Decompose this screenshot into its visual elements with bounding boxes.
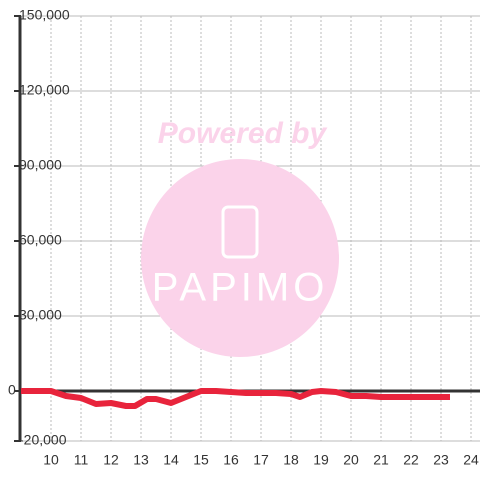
x-tick-label: 19 (313, 452, 329, 468)
line-series (21, 388, 450, 409)
y-tick-label: 60,000 (19, 232, 62, 248)
x-tick-label: 20 (343, 452, 359, 468)
x-tick-label: 17 (253, 452, 269, 468)
watermark: Powered by PAPIMO (141, 117, 339, 357)
x-tick-label: 16 (223, 452, 239, 468)
x-tick-label: 21 (373, 452, 389, 468)
x-tick-label: 12 (103, 452, 119, 468)
watermark-text: Powered by (158, 117, 328, 150)
watermark-brand: PAPIMO (152, 266, 329, 310)
y-tick-label: 120,000 (19, 82, 70, 98)
x-tick-label: 10 (43, 452, 59, 468)
x-tick-label: 15 (193, 452, 209, 468)
x-tick-label: 22 (403, 452, 419, 468)
y-tick-label: 30,000 (19, 307, 62, 323)
y-tick-label: 0 (8, 382, 16, 398)
x-tick-label: 13 (133, 452, 149, 468)
x-tick-label: 23 (433, 452, 449, 468)
watermark-icon (221, 205, 259, 259)
y-tick-label: 90,000 (19, 157, 62, 173)
y-tick-label: -20,000 (19, 432, 67, 448)
x-tick-label: 14 (163, 452, 179, 468)
y-tick-label: 150,000 (19, 7, 70, 23)
x-tick-label: 18 (283, 452, 299, 468)
x-tick-label: 24 (463, 452, 479, 468)
x-tick-label: 11 (74, 452, 89, 468)
